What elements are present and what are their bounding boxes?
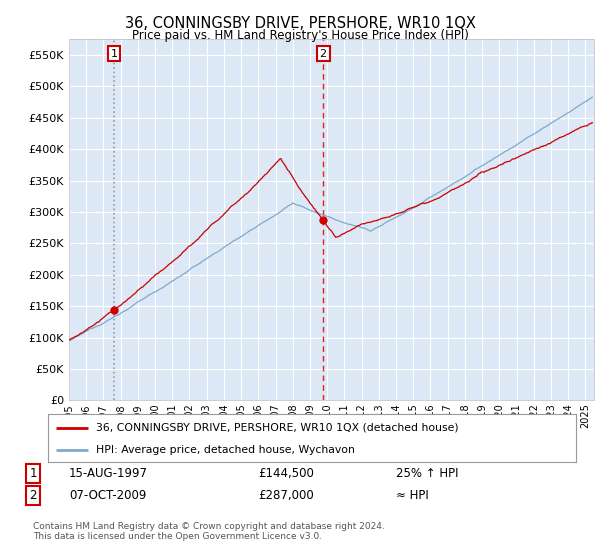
Text: Price paid vs. HM Land Registry's House Price Index (HPI): Price paid vs. HM Land Registry's House …: [131, 29, 469, 42]
Text: 25% ↑ HPI: 25% ↑ HPI: [396, 466, 458, 480]
Text: Contains HM Land Registry data © Crown copyright and database right 2024.
This d: Contains HM Land Registry data © Crown c…: [33, 522, 385, 542]
Text: 1: 1: [29, 466, 37, 480]
Text: 36, CONNINGSBY DRIVE, PERSHORE, WR10 1QX (detached house): 36, CONNINGSBY DRIVE, PERSHORE, WR10 1QX…: [95, 423, 458, 433]
Text: 2: 2: [320, 49, 327, 59]
Text: HPI: Average price, detached house, Wychavon: HPI: Average price, detached house, Wych…: [95, 445, 355, 455]
Text: 07-OCT-2009: 07-OCT-2009: [69, 489, 146, 502]
Text: 1: 1: [110, 49, 118, 59]
Text: 2: 2: [29, 489, 37, 502]
Text: £287,000: £287,000: [258, 489, 314, 502]
Text: £144,500: £144,500: [258, 466, 314, 480]
Text: ≈ HPI: ≈ HPI: [396, 489, 429, 502]
Text: 15-AUG-1997: 15-AUG-1997: [69, 466, 148, 480]
Text: 36, CONNINGSBY DRIVE, PERSHORE, WR10 1QX: 36, CONNINGSBY DRIVE, PERSHORE, WR10 1QX: [125, 16, 475, 31]
